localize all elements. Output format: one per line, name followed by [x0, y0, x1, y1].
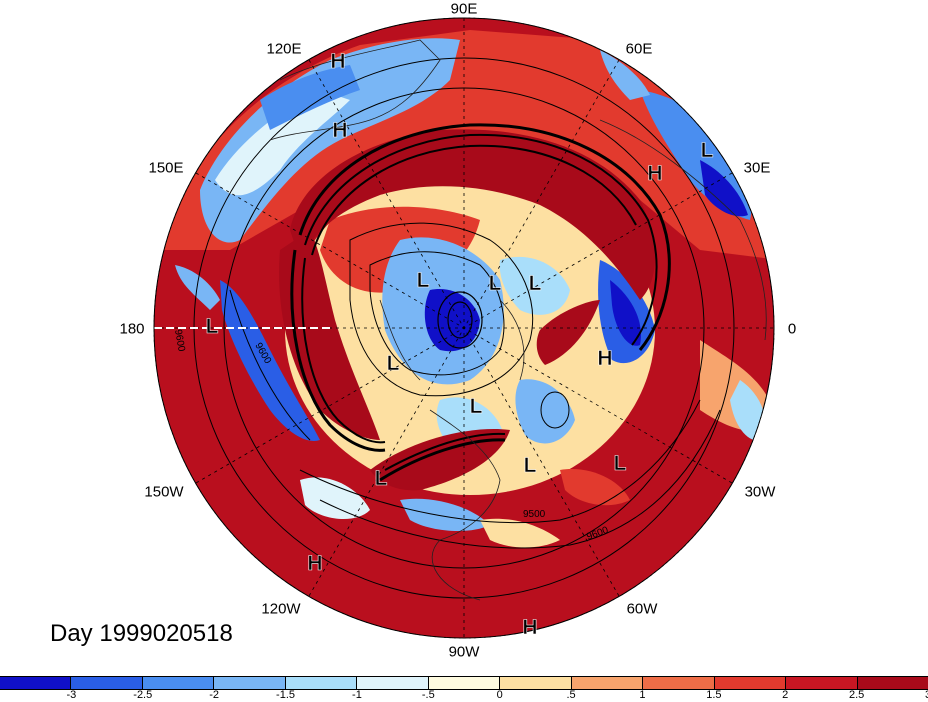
- pressure-marker-high: H: [522, 616, 537, 639]
- colorbar-swatch: [571, 677, 644, 689]
- pressure-marker-low: L: [614, 452, 627, 475]
- pressure-marker-low: L: [375, 467, 388, 490]
- longitude-label-90e: 90E: [450, 0, 478, 18]
- longitude-label-60e: 60E: [625, 40, 653, 58]
- pressure-marker-high: H: [330, 50, 345, 73]
- longitude-label-30w: 30W: [744, 483, 776, 501]
- colorbar-swatch: [857, 677, 928, 689]
- colorbar-tick-label: -1: [352, 689, 362, 701]
- pressure-marker-high: H: [307, 552, 322, 575]
- colorbar-swatch: [714, 677, 787, 689]
- longitude-label-120e: 120E: [266, 40, 302, 58]
- longitude-label-0: 0: [787, 320, 797, 338]
- colorbar-tick-label: 1: [639, 689, 646, 701]
- pressure-centres: H H L H L L L L L H L L L L H H: [205, 50, 714, 640]
- longitude-label-30e: 30E: [743, 159, 771, 177]
- pressure-marker-low: L: [489, 272, 502, 295]
- pressure-marker-low: L: [387, 352, 400, 375]
- pressure-marker-high: H: [647, 162, 662, 185]
- pressure-marker-low: L: [206, 315, 219, 338]
- anomaly-field: [154, 18, 774, 638]
- longitude-label-150e: 150E: [148, 159, 184, 177]
- colorbar-swatch: [500, 677, 572, 689]
- longitude-label-150w: 150W: [144, 483, 184, 501]
- pressure-marker-high: H: [597, 347, 612, 370]
- longitude-label-90w: 90W: [448, 643, 480, 661]
- colorbar: [0, 676, 928, 690]
- colorbar-swatch: [428, 677, 501, 689]
- colorbar-swatch: [214, 677, 286, 689]
- colorbar-tick-label: -3: [66, 689, 77, 701]
- colorbar-tick-label: 2.5: [848, 689, 865, 701]
- colorbar-tick-label: -2: [209, 689, 220, 701]
- colorbar-swatch: [643, 677, 715, 689]
- pressure-marker-low: L: [529, 272, 542, 295]
- day-title: Day 1999020518: [50, 620, 233, 647]
- colorbar-swatch: [71, 677, 143, 689]
- colorbar-tick-label: 0: [496, 689, 503, 701]
- contour-label: 9500: [523, 509, 546, 520]
- colorbar-tick-label: 2: [782, 689, 789, 701]
- longitude-label-120w: 120W: [261, 600, 301, 618]
- colorbar-swatch: [0, 677, 72, 689]
- colorbar-swatch: [786, 677, 858, 689]
- colorbar-tick-label: 1.5: [706, 689, 722, 701]
- longitude-label-180: 180: [119, 320, 145, 338]
- colorbar-swatch: [142, 677, 215, 689]
- colorbar-tick-label: .5: [566, 689, 576, 701]
- colorbar-tick-label: -.5: [421, 689, 435, 701]
- pressure-marker-low: L: [417, 269, 430, 292]
- pressure-marker-high: H: [332, 119, 347, 142]
- colorbar-tick-label: -1.5: [276, 689, 296, 701]
- colorbar-swatch: [357, 677, 429, 689]
- pressure-marker-low: L: [701, 139, 714, 162]
- contour-label: 9600: [172, 329, 187, 353]
- colorbar-tick-label: -2.5: [133, 689, 153, 701]
- height-contours: [193, 57, 735, 599]
- pressure-marker-low: L: [470, 395, 483, 418]
- colorbar-tick-label: 3: [925, 689, 928, 701]
- pressure-marker-low: L: [524, 454, 537, 477]
- map-border: [153, 17, 775, 639]
- colorbar-swatch: [285, 677, 358, 689]
- longitude-label-60w: 60W: [626, 600, 658, 618]
- coastlines: [269, 39, 767, 601]
